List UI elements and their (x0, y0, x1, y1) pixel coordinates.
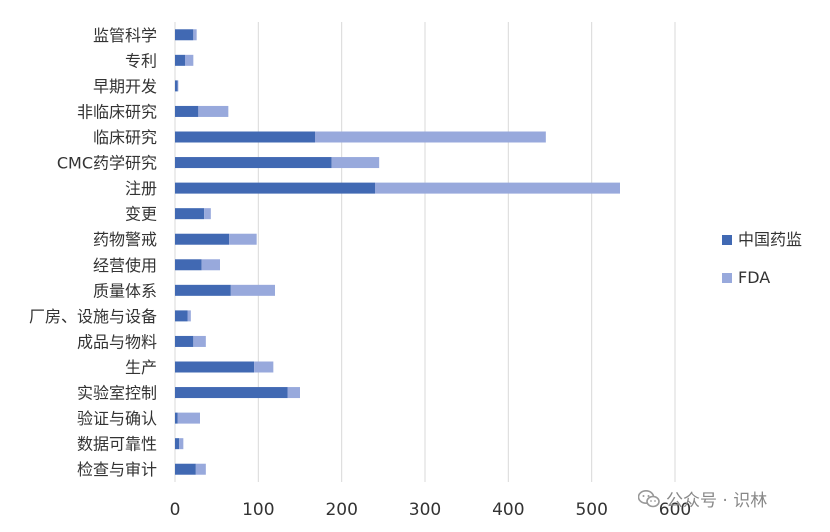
bar-series2 (198, 105, 229, 117)
category-label: CMC药学研究 (57, 154, 157, 173)
bar-series2 (177, 412, 200, 424)
category-label: 早期开发 (93, 77, 157, 96)
legend-label: 中国药监 (738, 230, 802, 249)
x-tick-label: 0 (170, 500, 181, 520)
bar-series1 (175, 131, 315, 143)
bar-series2 (201, 259, 220, 271)
bar-series2 (230, 284, 275, 296)
bar-series2 (187, 310, 191, 322)
bar-series1 (175, 208, 205, 220)
x-tick-labels: 0 100 200 300 400 500 600 (170, 500, 692, 520)
bar-series1 (175, 105, 199, 117)
bar-series1 (175, 335, 194, 347)
x-tick-label: 500 (575, 500, 607, 520)
bar-series1 (175, 310, 188, 322)
legend: 中国药监 FDA (722, 230, 802, 287)
category-label: 数据可靠性 (77, 435, 157, 454)
wechat-icon (638, 489, 660, 507)
bar-series1 (175, 412, 178, 424)
bar-series1 (175, 361, 255, 373)
bar-series1 (175, 182, 375, 194)
bar-series2 (185, 54, 194, 66)
watermark: 公众号 · 识林 (638, 486, 767, 511)
category-label: 质量体系 (93, 281, 157, 300)
x-tick-label: 200 (325, 500, 357, 520)
watermark-text: 公众号 · 识林 (666, 491, 768, 511)
bar-series1 (175, 259, 202, 271)
category-label: 验证与确认 (77, 409, 157, 428)
bar-series1 (175, 233, 230, 245)
bar-series2 (193, 335, 206, 347)
bar-series1 (175, 387, 288, 399)
category-label: 监管科学 (93, 26, 157, 45)
bar-series1 (175, 157, 332, 169)
category-label: 检查与审计 (77, 460, 157, 479)
bar-series2 (195, 463, 206, 475)
category-label: 生产 (125, 358, 157, 377)
category-label: 厂房、设施与设备 (29, 307, 157, 326)
bar-series2 (375, 182, 620, 194)
category-label: 经营使用 (93, 256, 157, 275)
bar-series2 (331, 157, 380, 169)
x-tick-label: 300 (409, 500, 441, 520)
x-tick-label: 400 (492, 500, 524, 520)
bar-series2 (177, 80, 179, 92)
bars-group (175, 29, 620, 475)
bar-series1 (175, 438, 180, 450)
bar-series2 (193, 29, 197, 41)
category-label: 注册 (125, 179, 157, 198)
bar-series2 (254, 361, 274, 373)
x-tick-label: 100 (242, 500, 274, 520)
bar-series1 (175, 80, 178, 92)
bar-series2 (287, 387, 300, 399)
legend-swatch (722, 273, 732, 283)
bar-series2 (229, 233, 257, 245)
bar-series2 (179, 438, 184, 450)
category-label: 专利 (125, 51, 157, 70)
category-label: 变更 (125, 205, 157, 224)
category-label: 临床研究 (93, 128, 157, 147)
category-label: 药物警戒 (93, 230, 157, 249)
legend-label: FDA (738, 268, 770, 287)
grid-lines (174, 22, 676, 482)
bar-series1 (175, 54, 185, 66)
bar-series1 (175, 29, 194, 41)
category-label: 非临床研究 (77, 102, 157, 121)
bar-series2 (315, 131, 546, 143)
bar-series1 (175, 463, 196, 475)
bar-series1 (175, 284, 231, 296)
bar-series2 (204, 208, 211, 220)
category-label: 成品与物料 (77, 332, 157, 351)
x-tick-label: 600 (659, 500, 691, 520)
legend-swatch (722, 235, 732, 245)
category-label: 实验室控制 (77, 384, 157, 403)
